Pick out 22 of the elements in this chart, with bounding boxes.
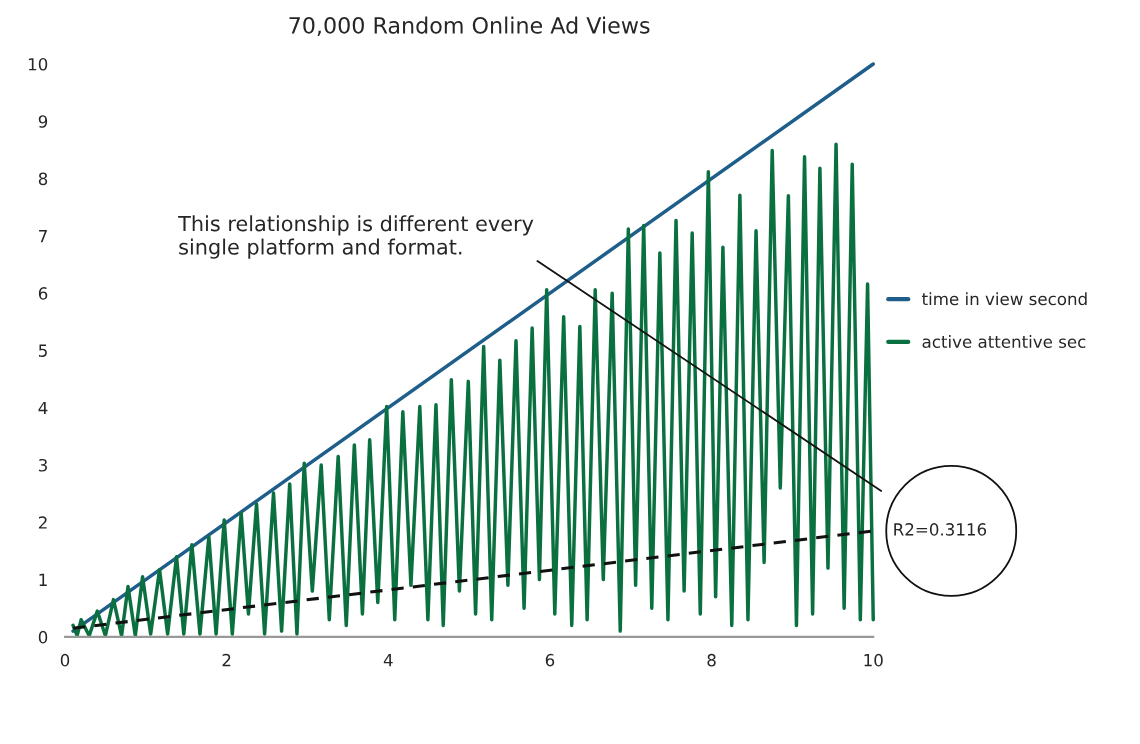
y-tick-label: 8: [38, 172, 48, 186]
x-tick-label: 6: [545, 653, 555, 667]
annotation: R2=0.3116: [894, 523, 987, 536]
y-tick-label: 7: [39, 230, 47, 243]
x-tick-label: 2: [222, 653, 231, 667]
annotation: This relationship is different every single platform and format.: [178, 215, 534, 259]
legend-label: time in view second: [922, 292, 1087, 306]
x-tick-label: 4: [383, 654, 393, 667]
y-tick-label: 6: [38, 287, 48, 300]
chart-title: 70,000 Random Online Ad Views: [289, 16, 650, 37]
legend-label: active attentive sec: [922, 335, 1086, 349]
x-tick-label: 0: [60, 653, 70, 667]
y-tick-label: 10: [28, 57, 48, 71]
y-tick-label: 3: [38, 458, 47, 472]
y-tick-label: 2: [38, 516, 47, 529]
y-tick-label: 5: [39, 344, 47, 357]
y-tick-label: 1: [39, 573, 47, 586]
y-tick-label: 4: [38, 401, 48, 415]
x-tick-label: 10: [864, 653, 883, 667]
y-tick-label: 9: [38, 115, 48, 128]
x-tick-label: 8: [707, 653, 716, 667]
y-tick-label: 0: [38, 630, 48, 644]
